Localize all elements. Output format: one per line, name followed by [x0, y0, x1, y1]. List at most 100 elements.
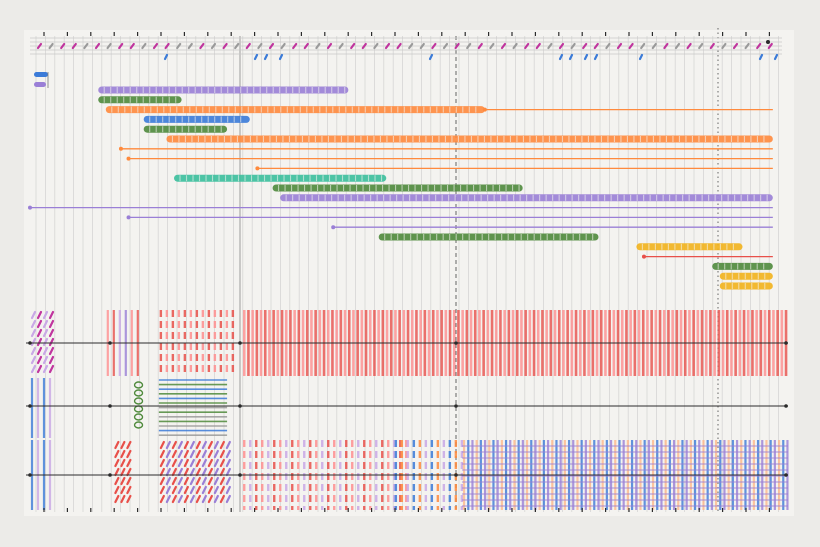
top-dot	[674, 42, 681, 50]
top-dot	[141, 42, 147, 50]
end-dot	[766, 40, 770, 44]
pattern-stroke	[126, 440, 132, 450]
pattern-stroke	[177, 440, 183, 450]
pattern-stroke	[177, 449, 183, 459]
blue-dot	[263, 53, 269, 61]
top-dot	[628, 42, 634, 50]
pattern-stroke	[189, 494, 195, 504]
pattern-stroke	[30, 346, 37, 356]
top-dot	[187, 42, 193, 50]
pattern-stroke	[159, 449, 165, 459]
pattern-stroke	[36, 364, 43, 374]
top-dot	[466, 42, 472, 50]
pattern-stroke	[48, 355, 55, 365]
pattern-stroke	[120, 467, 126, 477]
pattern-stroke	[36, 328, 43, 338]
pattern-stroke	[126, 476, 132, 486]
blue-dot	[428, 53, 434, 61]
pattern-stroke	[213, 467, 219, 477]
top-dot	[477, 42, 483, 50]
blue-dot	[638, 53, 644, 61]
line-start-dot	[118, 146, 123, 151]
pattern-stroke	[219, 485, 225, 495]
pattern-stroke	[165, 476, 171, 486]
spine-dot	[238, 473, 242, 477]
pattern-stroke	[195, 449, 201, 459]
pattern-stroke	[171, 458, 177, 468]
blue-dot	[583, 53, 589, 61]
top-dot	[176, 42, 182, 50]
top-dot	[164, 42, 170, 50]
top-dot	[686, 42, 692, 50]
pattern-stroke	[30, 319, 37, 329]
pattern-stroke	[183, 494, 189, 504]
pattern-stroke	[201, 476, 207, 486]
top-dot	[396, 42, 402, 50]
pattern-stroke	[114, 485, 120, 495]
pattern-stroke	[201, 467, 207, 477]
pattern-stroke	[48, 346, 55, 356]
top-dot	[152, 42, 159, 50]
top-dot	[36, 42, 43, 50]
top-dot	[558, 42, 565, 50]
pattern-stroke	[114, 458, 120, 468]
timeline-bar	[143, 125, 228, 133]
loop-stroke	[133, 397, 144, 405]
timeline-bar	[98, 96, 182, 104]
top-dot	[210, 42, 217, 50]
pattern-stroke	[30, 364, 37, 374]
pattern-stroke	[42, 310, 49, 320]
pattern-stroke	[219, 440, 225, 450]
line-start-dot	[331, 225, 336, 230]
pattern-stroke	[159, 440, 165, 450]
pattern-stroke	[165, 467, 171, 477]
spine-dot	[784, 404, 788, 408]
pattern-stroke	[165, 485, 171, 495]
pattern-stroke	[219, 476, 225, 486]
top-dot	[350, 42, 356, 50]
top-dot	[94, 42, 101, 50]
pattern-stroke	[159, 485, 165, 495]
pattern-stroke	[42, 319, 49, 329]
pattern-stroke	[42, 364, 49, 374]
pattern-stroke	[207, 476, 213, 486]
blue-dot	[253, 53, 259, 61]
pattern-stroke	[165, 449, 171, 459]
pattern-stroke	[183, 476, 189, 486]
top-dot	[524, 42, 530, 50]
section-markers	[43, 32, 771, 512]
top-dot	[408, 42, 414, 50]
pattern-stroke	[183, 467, 189, 477]
pattern-stroke	[165, 440, 171, 450]
top-dot	[640, 42, 646, 50]
spine-dot	[784, 473, 788, 477]
top-dot	[292, 42, 298, 50]
lower-pattern-bands	[26, 310, 789, 510]
top-dot	[616, 42, 623, 50]
pattern-stroke	[36, 319, 43, 329]
pattern-stroke	[48, 328, 55, 338]
pattern-stroke	[120, 485, 126, 495]
blue-dot	[773, 53, 779, 61]
pattern-stroke	[225, 440, 231, 450]
pattern-stroke	[42, 346, 49, 356]
top-dot	[744, 42, 750, 50]
pattern-stroke	[207, 440, 213, 450]
purple-mark	[34, 82, 46, 87]
timeline-bar	[143, 115, 250, 123]
pattern-stroke	[177, 467, 183, 477]
pattern-stroke	[114, 467, 120, 477]
pattern-stroke	[114, 449, 120, 459]
line-start-dot	[126, 156, 131, 161]
top-dot	[547, 42, 553, 50]
spine-dot	[108, 341, 112, 345]
pattern-stroke	[207, 449, 213, 459]
top-dot	[709, 42, 715, 50]
pattern-stroke	[219, 458, 225, 468]
top-dot	[361, 42, 367, 50]
line-start-dot	[28, 205, 32, 210]
top-dot	[698, 42, 704, 50]
pattern-stroke	[30, 328, 37, 338]
loop-stroke	[133, 413, 144, 421]
top-dot	[512, 42, 518, 50]
